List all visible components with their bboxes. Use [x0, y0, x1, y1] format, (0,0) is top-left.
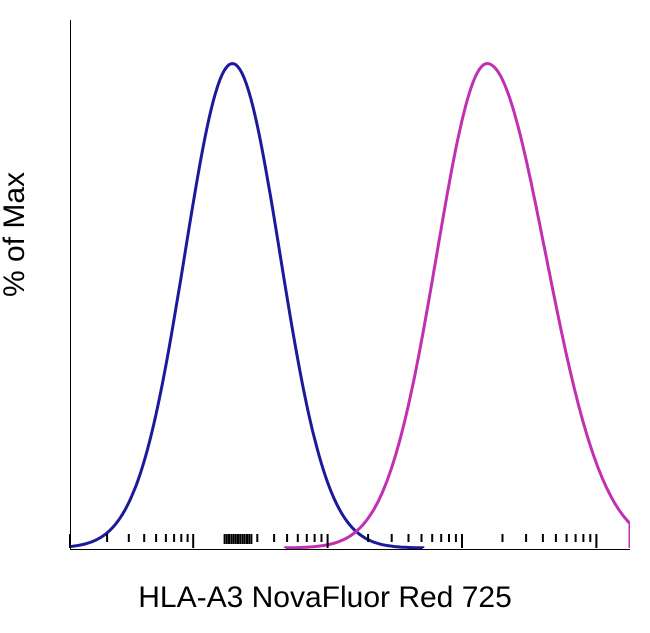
chart-container: [70, 20, 630, 550]
histogram-curve: [286, 64, 630, 549]
histogram-curve: [70, 64, 423, 548]
y-axis-label: % of Max: [0, 172, 32, 297]
histogram-plot: [70, 20, 630, 550]
x-axis-label: HLA-A3 NovaFluor Red 725: [0, 581, 650, 615]
x-axis-ticks: [70, 534, 630, 552]
